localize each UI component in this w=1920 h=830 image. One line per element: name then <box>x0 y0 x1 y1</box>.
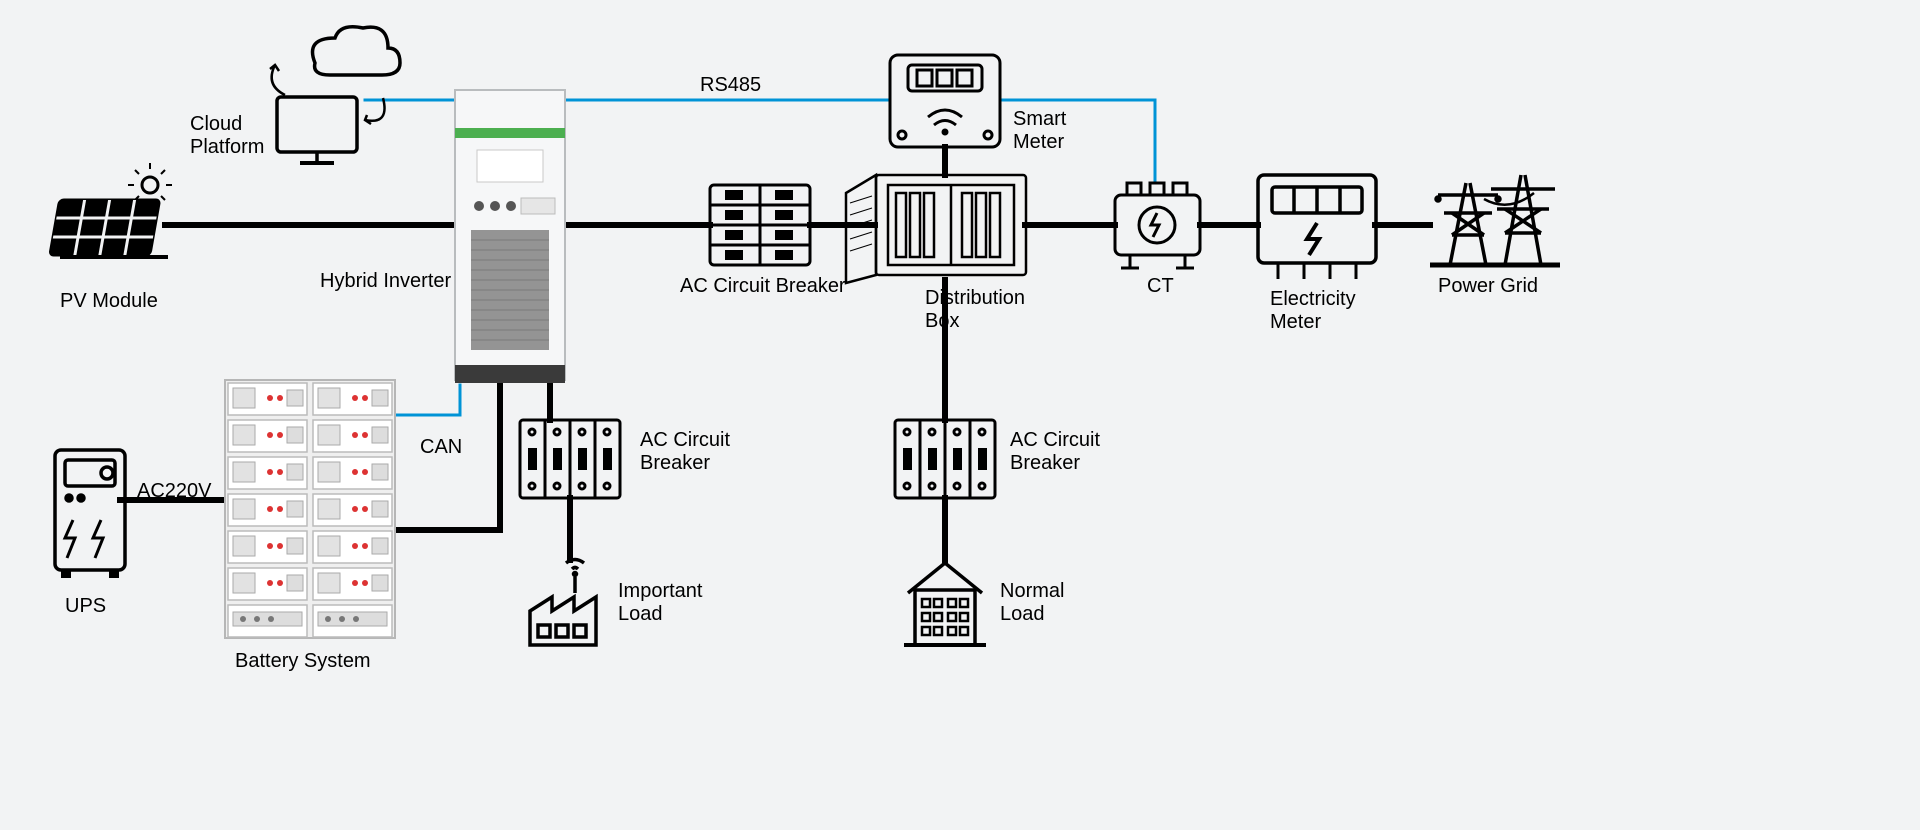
rs485-edge-label: RS485 <box>700 74 761 97</box>
acb-important-label: AC Circuit Breaker <box>640 429 750 475</box>
normal-load-label: Normal Load <box>1000 580 1090 626</box>
ac220v-edge-label: AC220V <box>137 480 212 503</box>
important-load-label: Important Load <box>618 580 728 626</box>
power-grid-label: Power Grid <box>1438 275 1538 298</box>
hybrid-inverter-label: Hybrid Inverter <box>320 270 451 293</box>
battery-system-label: Battery System <box>235 650 371 673</box>
smart-meter-label: Smart Meter <box>1013 108 1093 154</box>
ups-label: UPS <box>65 595 106 618</box>
can-edge-label: CAN <box>420 436 462 459</box>
electricity-meter-label: Electricity Meter <box>1270 288 1380 334</box>
distribution-box-label: Distribution Box <box>925 287 1045 333</box>
ct-label: CT <box>1147 275 1174 298</box>
cloud-platform-label: Cloud Platform <box>190 113 290 159</box>
pv-module-label: PV Module <box>60 290 158 313</box>
acb-main-label: AC Circuit Breaker <box>680 275 846 298</box>
acb-normal-label: AC Circuit Breaker <box>1010 429 1120 475</box>
